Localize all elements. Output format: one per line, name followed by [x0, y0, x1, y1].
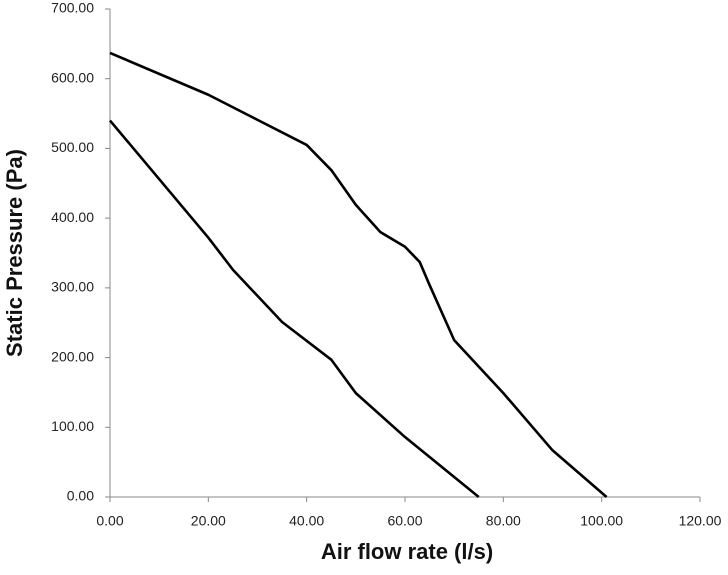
- y-tick-label: 600.00: [51, 69, 94, 85]
- x-tick-label: 120.00: [679, 513, 722, 529]
- y-tick-label: 400.00: [51, 209, 94, 225]
- y-tick-label: 100.00: [51, 418, 94, 434]
- y-tick-label: 300.00: [51, 279, 94, 295]
- x-tick-label: 0.00: [96, 513, 123, 529]
- y-axis-title: Static Pressure (Pa): [2, 149, 27, 357]
- x-tick-label: 20.00: [191, 513, 226, 529]
- x-tick-label: 60.00: [387, 513, 422, 529]
- line-series: [109, 119, 480, 499]
- y-tick-label: 500.00: [51, 139, 94, 155]
- x-tick-label: 80.00: [486, 513, 521, 529]
- x-tick-label: 100.00: [580, 513, 623, 529]
- y-tick-label: 0.00: [67, 488, 94, 504]
- y-tick-label: 700.00: [51, 0, 94, 16]
- x-axis-title: Air flow rate (l/s): [321, 539, 493, 564]
- line-series: [109, 51, 608, 498]
- x-tick-label: 40.00: [289, 513, 324, 529]
- y-tick-label: 200.00: [51, 348, 94, 364]
